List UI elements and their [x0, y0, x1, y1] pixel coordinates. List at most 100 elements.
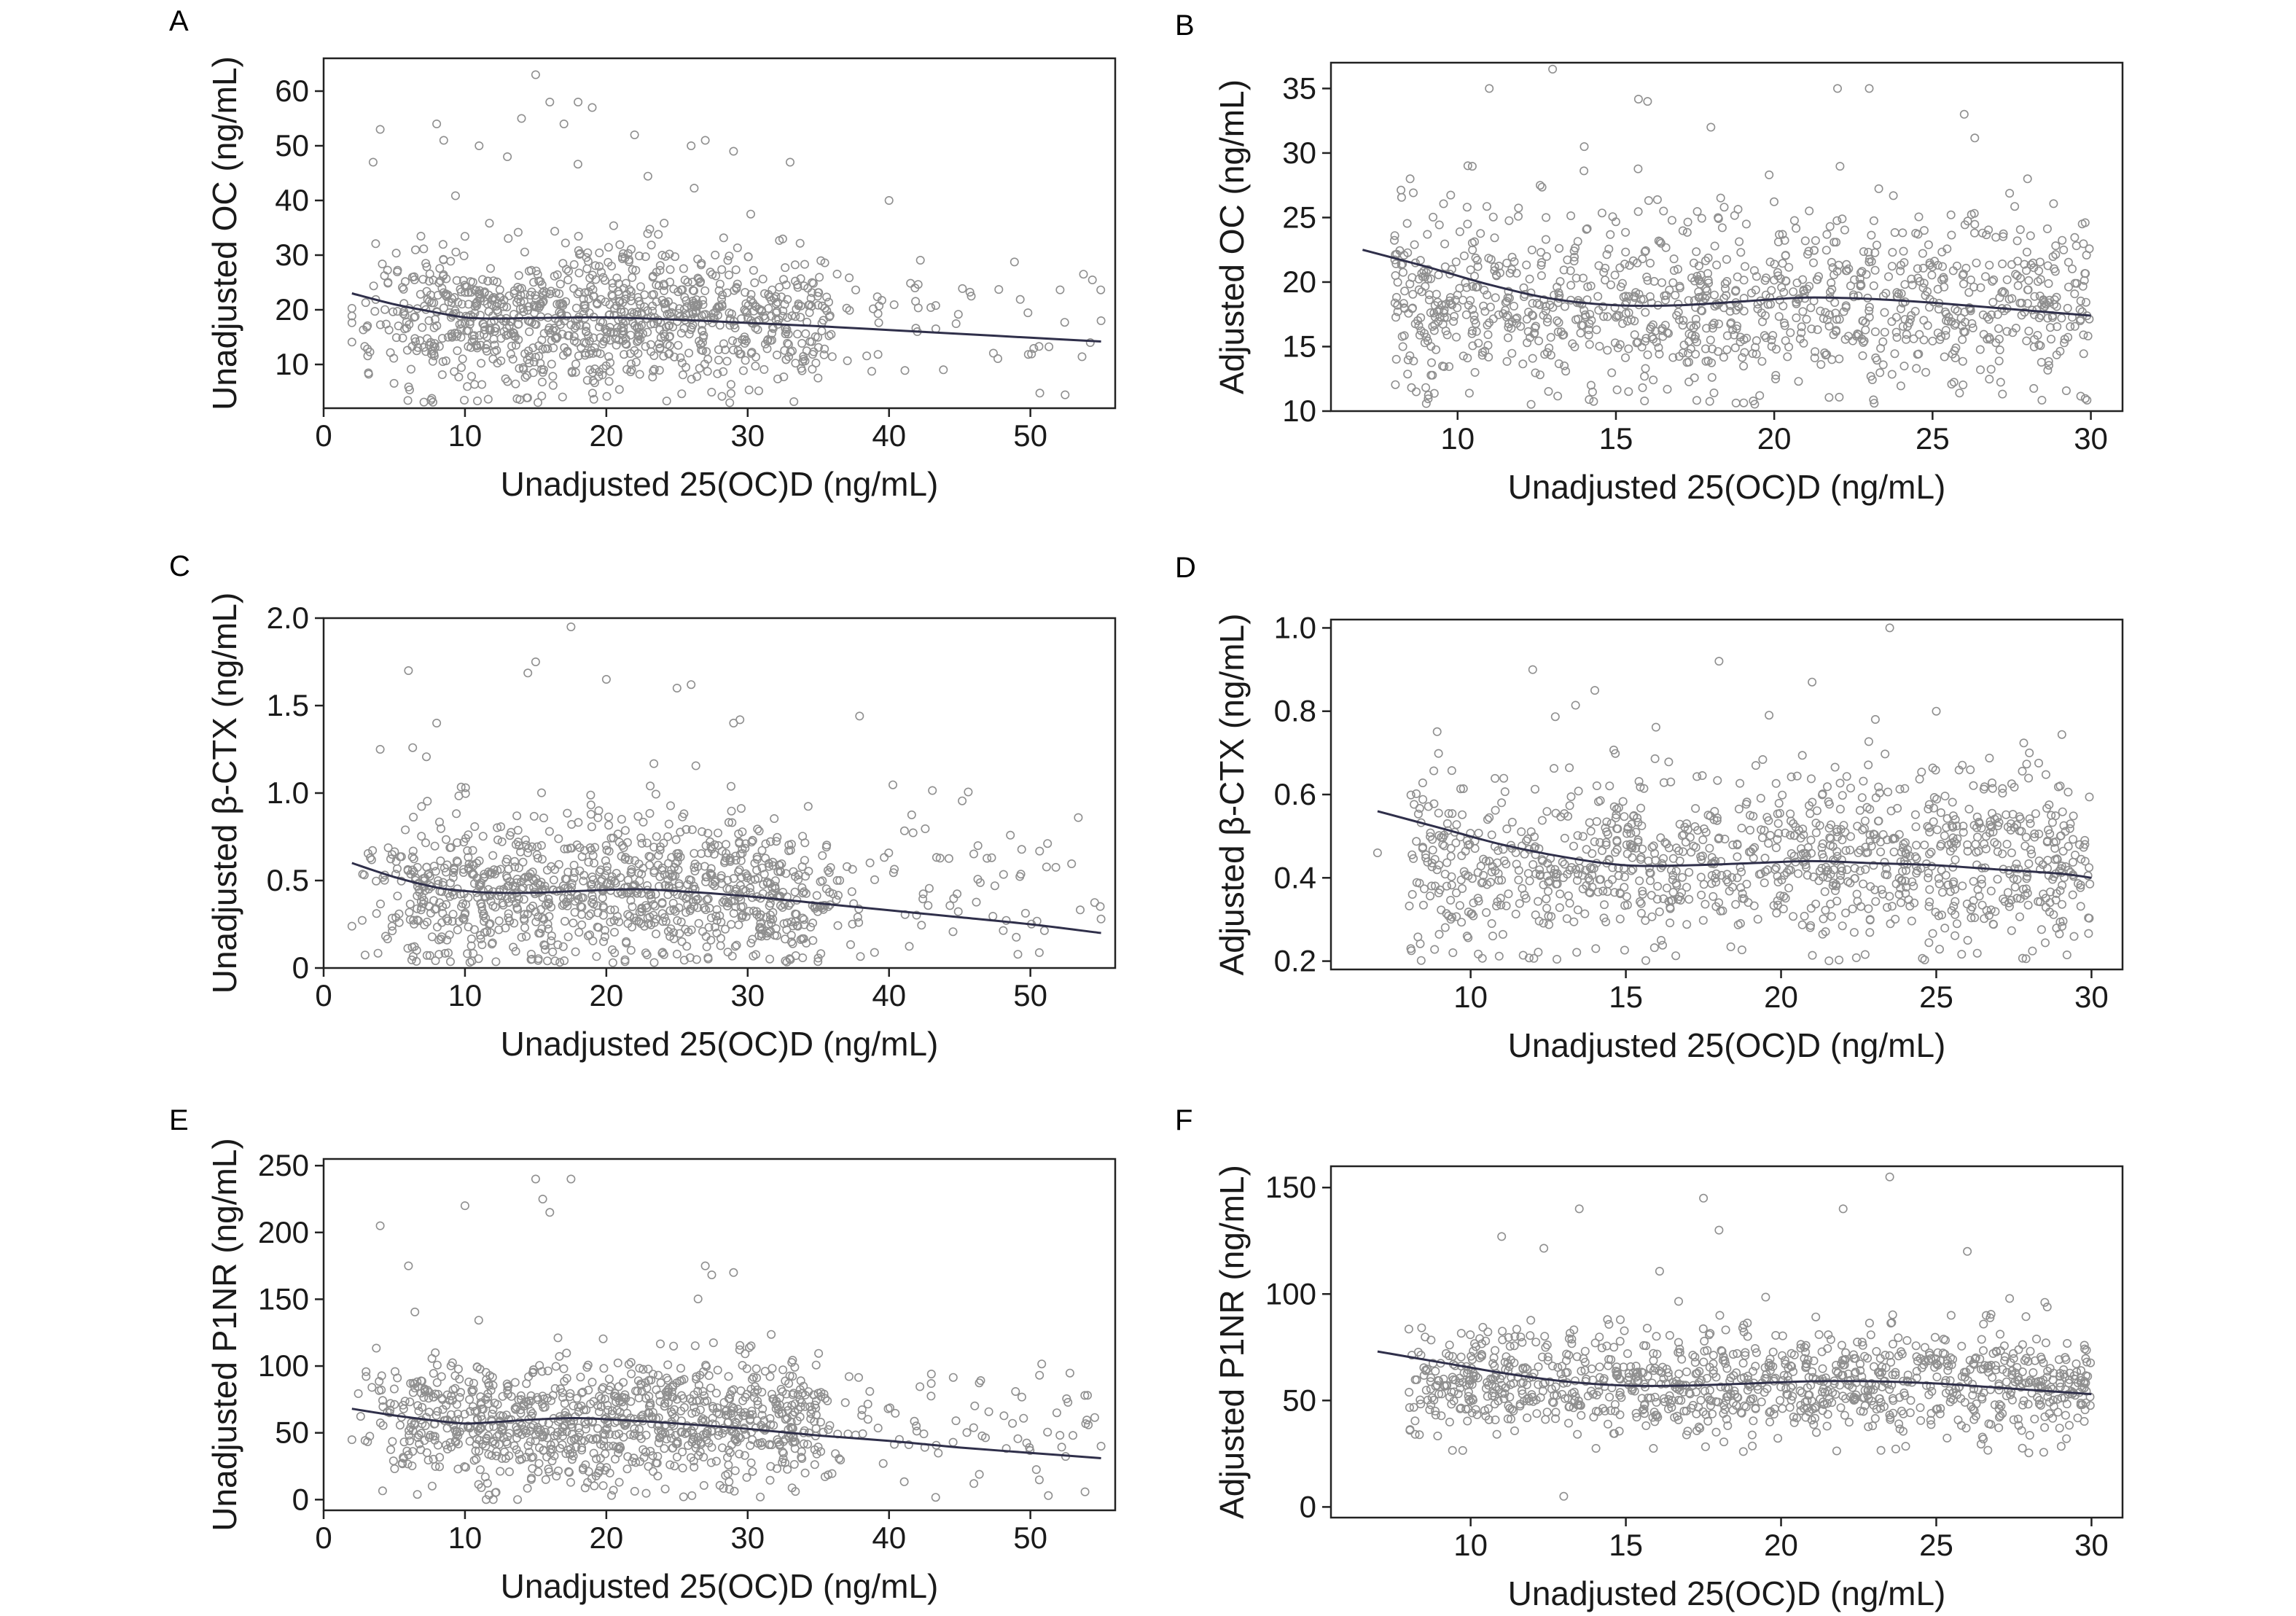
data-point: [1941, 331, 1951, 340]
data-point: [622, 938, 631, 948]
data-point: [1446, 896, 1456, 905]
data-point: [1474, 829, 1483, 838]
data-point: [1854, 291, 1863, 300]
data-point: [1494, 875, 1504, 885]
data-point: [1696, 852, 1706, 862]
data-point: [1554, 359, 1563, 368]
data-point: [1684, 337, 1694, 346]
data-point: [1999, 229, 2008, 238]
data-point: [1440, 870, 1450, 879]
data-point: [791, 276, 800, 286]
data-point: [1624, 387, 1633, 397]
data-point: [2002, 275, 2012, 284]
data-point: [2010, 864, 2019, 873]
data-point: [848, 919, 857, 929]
data-point: [479, 329, 488, 339]
data-point: [1968, 323, 1977, 332]
outlier-point: [1528, 665, 1537, 674]
data-point: [1986, 905, 1996, 915]
data-point: [1697, 890, 1706, 899]
outlier-point: [1580, 142, 1589, 152]
data-point: [785, 954, 794, 964]
data-point: [1543, 859, 1553, 868]
data-point: [1678, 226, 1687, 235]
data-point: [2023, 299, 2032, 308]
data-point: [1733, 852, 1742, 862]
data-point: [1463, 219, 1472, 229]
data-point: [1964, 805, 1974, 814]
data-point: [512, 394, 522, 403]
data-point: [2066, 321, 2075, 331]
data-point: [649, 958, 659, 967]
data-point: [2044, 825, 2053, 835]
data-point: [1628, 256, 1638, 265]
data-point: [432, 1410, 441, 1420]
data-point: [492, 277, 501, 286]
data-point: [1974, 846, 1983, 856]
data-point: [1577, 300, 1587, 309]
data-point: [1491, 805, 1500, 815]
data-point: [544, 924, 553, 934]
data-point: [1472, 255, 1482, 265]
data-point: [750, 278, 760, 287]
data-point: [1826, 840, 1835, 850]
data-point: [2024, 773, 2034, 783]
data-point: [1452, 820, 1461, 830]
data-point: [1946, 210, 1956, 219]
data-point: [1857, 267, 1867, 276]
data-point: [738, 885, 748, 894]
data-point: [421, 1413, 431, 1422]
data-point: [535, 299, 544, 308]
data-point: [673, 916, 682, 925]
data-point: [932, 853, 941, 862]
data-point: [516, 847, 526, 856]
data-point: [1440, 239, 1450, 249]
data-point: [873, 309, 883, 319]
data-point: [813, 300, 823, 310]
data-point: [1710, 290, 1719, 300]
data-point: [851, 285, 861, 294]
data-point: [1828, 263, 1838, 273]
data-point: [1531, 368, 1540, 378]
data-point: [586, 909, 596, 918]
data-point: [1675, 856, 1684, 866]
y-tick-label: 40: [275, 183, 309, 217]
data-point: [1924, 868, 1933, 878]
data-point: [1821, 905, 1830, 915]
data-point: [643, 913, 652, 923]
data-point: [707, 870, 716, 880]
data-point: [1085, 337, 1095, 347]
data-point: [413, 916, 422, 925]
data-point: [554, 834, 563, 843]
data-point: [1771, 778, 1781, 788]
data-point: [1975, 891, 1984, 901]
data-point: [1824, 321, 1834, 331]
data-point: [1940, 352, 1949, 362]
data-point: [469, 879, 479, 889]
data-point: [1390, 298, 1399, 308]
data-point: [1762, 333, 1771, 343]
data-point: [1707, 372, 1717, 382]
data-point: [699, 903, 708, 913]
data-point: [408, 743, 418, 752]
data-point: [1434, 831, 1444, 840]
data-point: [1621, 227, 1631, 237]
data-point: [470, 822, 480, 832]
data-point: [1827, 912, 1836, 921]
data-point: [1778, 790, 1787, 800]
data-point: [1502, 258, 1512, 268]
data-point: [1811, 235, 1820, 245]
data-point: [2080, 394, 2090, 403]
data-point: [1820, 887, 1830, 897]
data-point: [1878, 360, 1888, 370]
data-point: [1631, 827, 1641, 837]
data-point: [791, 872, 800, 881]
data-point: [727, 336, 737, 346]
data-point: [1719, 353, 1728, 362]
data-point: [1669, 266, 1679, 276]
data-point: [725, 270, 734, 280]
data-point: [1593, 292, 1603, 301]
data-point: [2045, 361, 2054, 370]
data-point: [1537, 182, 1547, 192]
data-point: [1668, 870, 1678, 880]
